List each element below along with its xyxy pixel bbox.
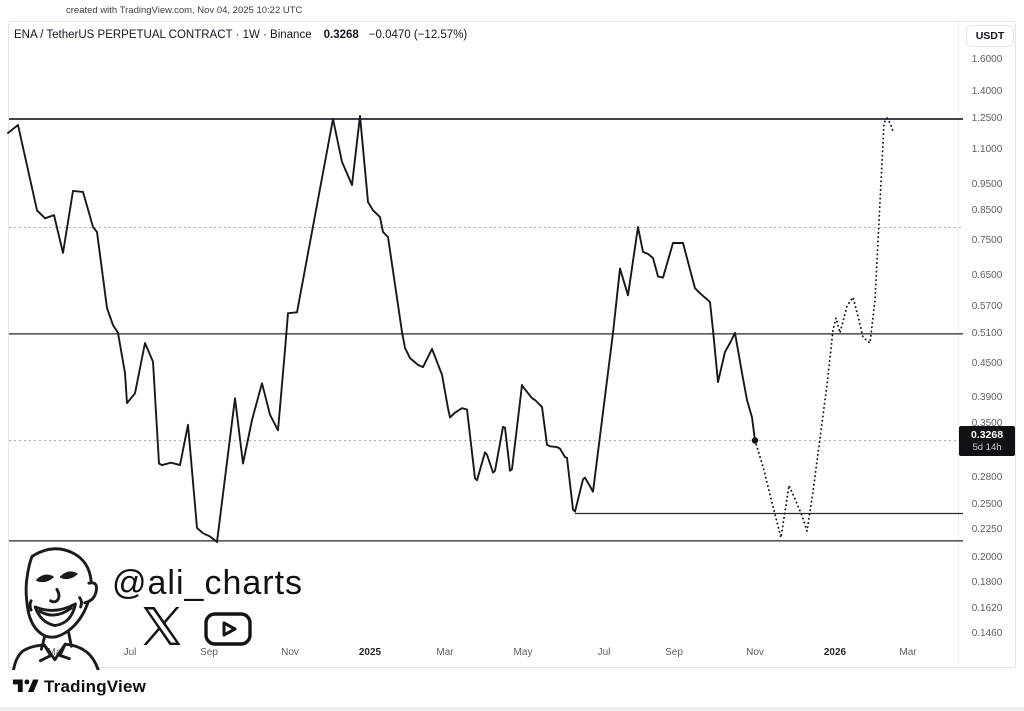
price-tick-1.6000: 1.6000 [971,54,1003,65]
ali-face-illustration [12,547,100,670]
price-tick-0.6500: 0.6500 [971,270,1003,281]
price-axis-separator [958,22,959,666]
x-logo-icon [143,607,181,645]
price-tick-0.2800: 0.2800 [971,472,1003,483]
time-tick-2025: 2025 [358,647,382,658]
badge-price: 0.3268 [970,428,1004,441]
price-change: −0.0470 (−12.57%) [368,29,468,41]
watermark-handle: @ali_charts [112,564,304,602]
price-tick-0.3500: 0.3500 [971,418,1003,429]
time-tick-Mar: Mar [899,647,917,658]
price-tick-0.8500: 0.8500 [971,205,1003,216]
price-tick-1.1000: 1.1000 [971,144,1003,155]
price-tick-0.1620: 0.1620 [971,603,1003,614]
last-price: 0.3268 [323,29,359,41]
symbol-header: ENA / TetherUS PERPETUAL CONTRACT · 1W ·… [14,29,467,41]
price-tick-0.2000: 0.2000 [971,552,1003,563]
time-tick-2026: 2026 [823,647,847,658]
time-tick-Nov: Nov [746,647,764,658]
time-tick-Nov: Nov [281,647,299,658]
price-tick-1.4000: 1.4000 [971,86,1003,97]
price-tick-0.7500: 0.7500 [971,235,1003,246]
youtube-logo-icon [204,612,252,646]
badge-countdown: 5d 14h [972,441,1002,453]
time-tick-Jul: Jul [597,647,611,658]
price-tick-0.3900: 0.3900 [971,392,1003,403]
time-tick-Jul: Jul [123,647,137,658]
price-tick-0.4500: 0.4500 [971,358,1003,369]
tradingview-mark-icon [13,679,38,693]
price-tick-1.2500: 1.2500 [971,113,1003,124]
price-tick-0.1800: 0.1800 [971,577,1003,588]
tradingview-logo[interactable]: TradingView [13,676,146,697]
time-tick-May: May [47,647,67,658]
price-tick-0.1460: 0.1460 [971,628,1003,639]
time-tick-Sep: Sep [200,647,218,658]
bottom-edge [0,707,1024,711]
price-tick-0.5700: 0.5700 [971,301,1003,312]
currency-toggle-button[interactable]: USDT [966,25,1014,47]
price-tick-0.2250: 0.2250 [971,524,1003,535]
price-tick-0.9500: 0.9500 [971,179,1003,190]
time-tick-Sep: Sep [665,647,683,658]
time-tick-May: May [513,647,533,658]
last-price-badge: 0.3268 5d 14h [959,426,1015,456]
price-tick-0.5100: 0.5100 [971,328,1003,339]
time-tick-Mar: Mar [436,647,454,658]
price-tick-0.2500: 0.2500 [971,499,1003,510]
symbol-title: ENA / TetherUS PERPETUAL CONTRACT · 1W ·… [14,29,312,41]
tradingview-wordmark: TradingView [44,676,147,696]
created-with-note: created with TradingView.com, Nov 04, 20… [66,5,303,16]
